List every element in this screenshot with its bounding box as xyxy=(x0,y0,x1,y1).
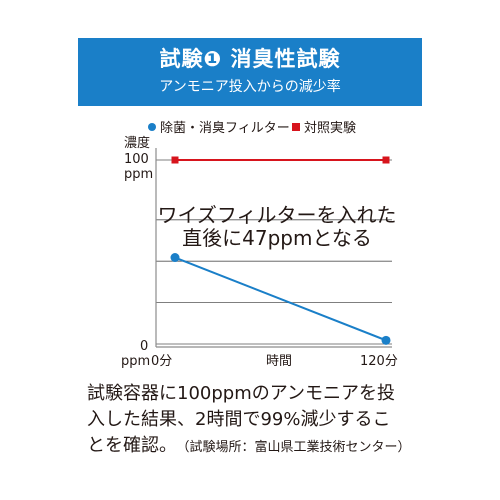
y-axis-label: 濃度 xyxy=(124,135,150,151)
chart-header: 試験❶ 消臭性試験 アンモニア投入からの減少率 xyxy=(78,38,422,106)
data-point-control xyxy=(171,156,179,164)
x-axis-label: 時間 xyxy=(266,354,292,369)
series-line-filter xyxy=(174,256,387,342)
y-tick-label-100-value: 100 xyxy=(124,152,149,167)
y-tick-label-100-unit: ppm xyxy=(124,167,153,182)
x-tick-label-0: 0分 xyxy=(151,354,172,369)
y-tick-label-0-value: 0 xyxy=(140,339,148,354)
x-tick-label-120: 120分 xyxy=(360,354,398,369)
caption-line-2: 入した結果、2時間で99%減少するこ xyxy=(87,409,391,430)
caption-source: （試験場所：富山県工業技術センター） xyxy=(183,440,411,455)
gridlines xyxy=(156,159,392,345)
y-tick-label-0-unit: ppm xyxy=(121,354,150,369)
annotation-line-1: ワイズフィルターを入れた xyxy=(158,203,397,227)
series-layer xyxy=(170,156,391,345)
caption-line-3: とを確認。 （試験場所：富山県工業技術センター） xyxy=(87,435,411,459)
caption-line-1: 試験容器に100ppmのアンモニアを投 xyxy=(87,383,396,404)
data-point-filter xyxy=(170,253,180,263)
legend-label-control: 対照実験 xyxy=(304,121,357,136)
legend-square-marker xyxy=(292,122,300,131)
data-point-filter xyxy=(381,335,391,345)
legend-item-filter: 除菌・消臭フィルター xyxy=(148,117,290,136)
legend-label-filter: 除菌・消臭フィルター xyxy=(160,121,290,136)
legend-item-control: 対照実験 xyxy=(292,117,356,136)
caption-text-end: とを確認。 xyxy=(87,435,177,456)
chart-subtitle: アンモニア投入からの減少率 xyxy=(159,79,341,95)
chart-title: 試験❶ 消臭性試験 xyxy=(159,47,341,71)
annotation-line-2: 直後に47ppmとなる xyxy=(182,226,372,250)
data-point-control xyxy=(382,156,390,164)
legend-circle-marker xyxy=(148,122,156,131)
